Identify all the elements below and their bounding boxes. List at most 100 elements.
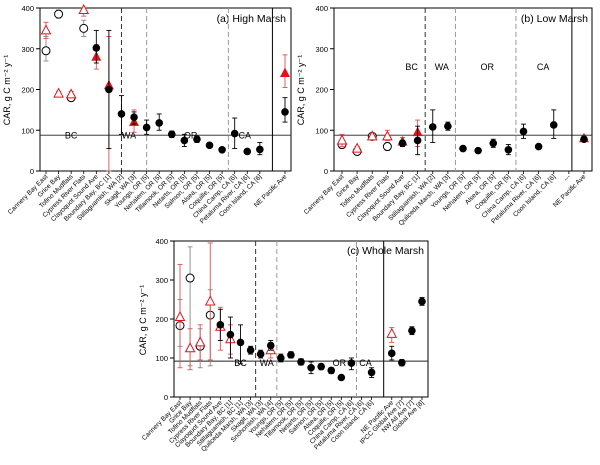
panel-a-title: (a) High Marsh — [217, 13, 287, 25]
y-tick-label: 300 — [21, 45, 34, 54]
region-label: OR — [480, 62, 494, 72]
data-point-filled-circle — [408, 326, 416, 335]
data-point-filled-circle — [155, 119, 164, 127]
region-label: OR — [184, 130, 198, 140]
data-point-open-triangle — [65, 88, 77, 99]
data-point-filled-circle — [337, 373, 346, 382]
data-point-filled-circle — [347, 359, 356, 367]
data-point-filled-circle — [216, 321, 225, 329]
data-point-open-triangle — [78, 3, 90, 15]
data-point-filled-circle — [193, 135, 201, 144]
y-tick-label: 0 — [30, 167, 34, 176]
data-point-open-circle — [185, 273, 195, 283]
data-point-open-triangle — [382, 130, 393, 141]
data-point-filled-circle — [105, 85, 113, 94]
y-tick-label: 400 — [155, 237, 168, 246]
y-tick-label: 300 — [155, 276, 168, 285]
region-label: WA — [435, 62, 449, 72]
data-point-open-triangle — [351, 142, 363, 153]
data-point-filled-circle — [459, 144, 467, 153]
data-point-open-triangle — [184, 342, 196, 353]
data-point-filled-circle — [444, 122, 452, 130]
data-point-open-circle — [79, 23, 89, 33]
data-point-filled-circle — [243, 147, 252, 156]
data-point-filled-circle — [549, 121, 558, 129]
data-point-filled-circle — [256, 350, 265, 358]
data-point-open-triangle — [40, 24, 52, 35]
data-point-filled-circle — [117, 110, 126, 118]
region-label: CA — [537, 62, 550, 72]
data-point-open-triangle — [386, 327, 398, 338]
data-point-open-triangle — [194, 336, 206, 347]
data-point-filled-circle — [205, 141, 214, 150]
panel-a: (a) High Marsh CAR, g C m⁻² y⁻¹ 0 100 200 3… — [2, 3, 292, 225]
region-label: BC — [405, 62, 418, 72]
data-point-filled-circle — [387, 349, 396, 358]
data-point-filled-circle — [580, 135, 588, 144]
y-tick-label: 400 — [21, 4, 34, 13]
data-point-open-circle — [382, 142, 392, 152]
data-point-filled-circle — [130, 113, 138, 122]
region-label: CA — [238, 130, 251, 140]
data-point-filled-circle — [413, 136, 422, 145]
y-tick-label: 400 — [315, 4, 328, 13]
region-label: WA — [122, 130, 136, 140]
y-tick-label: 100 — [155, 354, 168, 363]
data-point-open-triangle — [366, 130, 378, 141]
data-point-filled-circle — [230, 129, 239, 138]
data-point-filled-circle — [418, 297, 426, 306]
data-point-filled-circle — [317, 362, 325, 371]
data-point-filled-circle — [92, 44, 101, 52]
y-tick-label: 300 — [315, 45, 328, 54]
data-point-filled-circle — [519, 127, 528, 136]
panel-a-ylabel: CAR, g C m⁻² y⁻¹ — [2, 55, 12, 126]
data-point-filled-circle — [167, 130, 176, 139]
data-point-filled-circle — [307, 363, 315, 372]
data-point-filled-circle — [142, 123, 151, 132]
data-point-filled-circle — [504, 146, 513, 154]
data-point-open-triangle — [53, 87, 64, 98]
data-point-filled-circle — [534, 142, 543, 151]
y-tick-label: 100 — [21, 126, 34, 135]
data-point-filled-triangle — [280, 67, 290, 77]
y-tick-label: 0 — [324, 167, 328, 176]
data-point-filled-circle — [226, 330, 235, 339]
region-label: OR — [333, 358, 347, 368]
y-tick-label: 100 — [315, 126, 328, 135]
data-point-filled-circle — [287, 351, 295, 359]
data-point-filled-circle — [297, 358, 305, 366]
region-label: WA — [260, 358, 274, 368]
panel-c: (c) Whole Marsh CAR, g C m⁻² y⁻¹ 0 100 200… — [138, 237, 429, 453]
data-point-filled-circle — [327, 366, 336, 375]
region-label: CA — [359, 358, 372, 368]
data-point-filled-circle — [398, 358, 406, 367]
x-tick-label: --- — [563, 173, 573, 183]
data-point-open-triangle — [174, 310, 186, 322]
data-point-filled-circle — [236, 338, 245, 347]
data-point-filled-circle — [256, 145, 264, 154]
region-label: BC — [65, 130, 78, 140]
panel-b-title: (b) Low Marsh — [521, 13, 588, 25]
panel-b-ylabel: CAR, g C m⁻² y⁻¹ — [296, 55, 306, 126]
data-point-open-circle — [54, 9, 64, 19]
data-point-filled-circle — [489, 139, 498, 148]
panel-a-frame — [39, 7, 292, 172]
data-point-filled-circle — [474, 146, 482, 155]
panel-b: (b) Low Marsh CAR, g C m⁻² y⁻¹ 0 100 200 30… — [296, 4, 593, 227]
data-point-filled-circle — [367, 368, 376, 377]
data-point-filled-circle — [398, 139, 407, 148]
data-point-filled-circle — [266, 341, 275, 350]
data-point-filled-circle — [428, 123, 437, 131]
y-tick-label: 200 — [315, 86, 328, 95]
y-tick-label: 0 — [164, 393, 168, 402]
data-point-filled-circle — [218, 146, 226, 154]
data-point-open-circle — [41, 46, 51, 56]
data-point-open-triangle — [204, 295, 216, 306]
data-point-filled-circle — [277, 354, 285, 362]
y-tick-label: 200 — [155, 315, 168, 324]
y-tick-label: 200 — [21, 86, 34, 95]
data-point-filled-circle — [180, 136, 189, 145]
panel-c-title: (c) Whole Marsh — [347, 245, 424, 257]
data-point-open-triangle — [336, 134, 348, 145]
